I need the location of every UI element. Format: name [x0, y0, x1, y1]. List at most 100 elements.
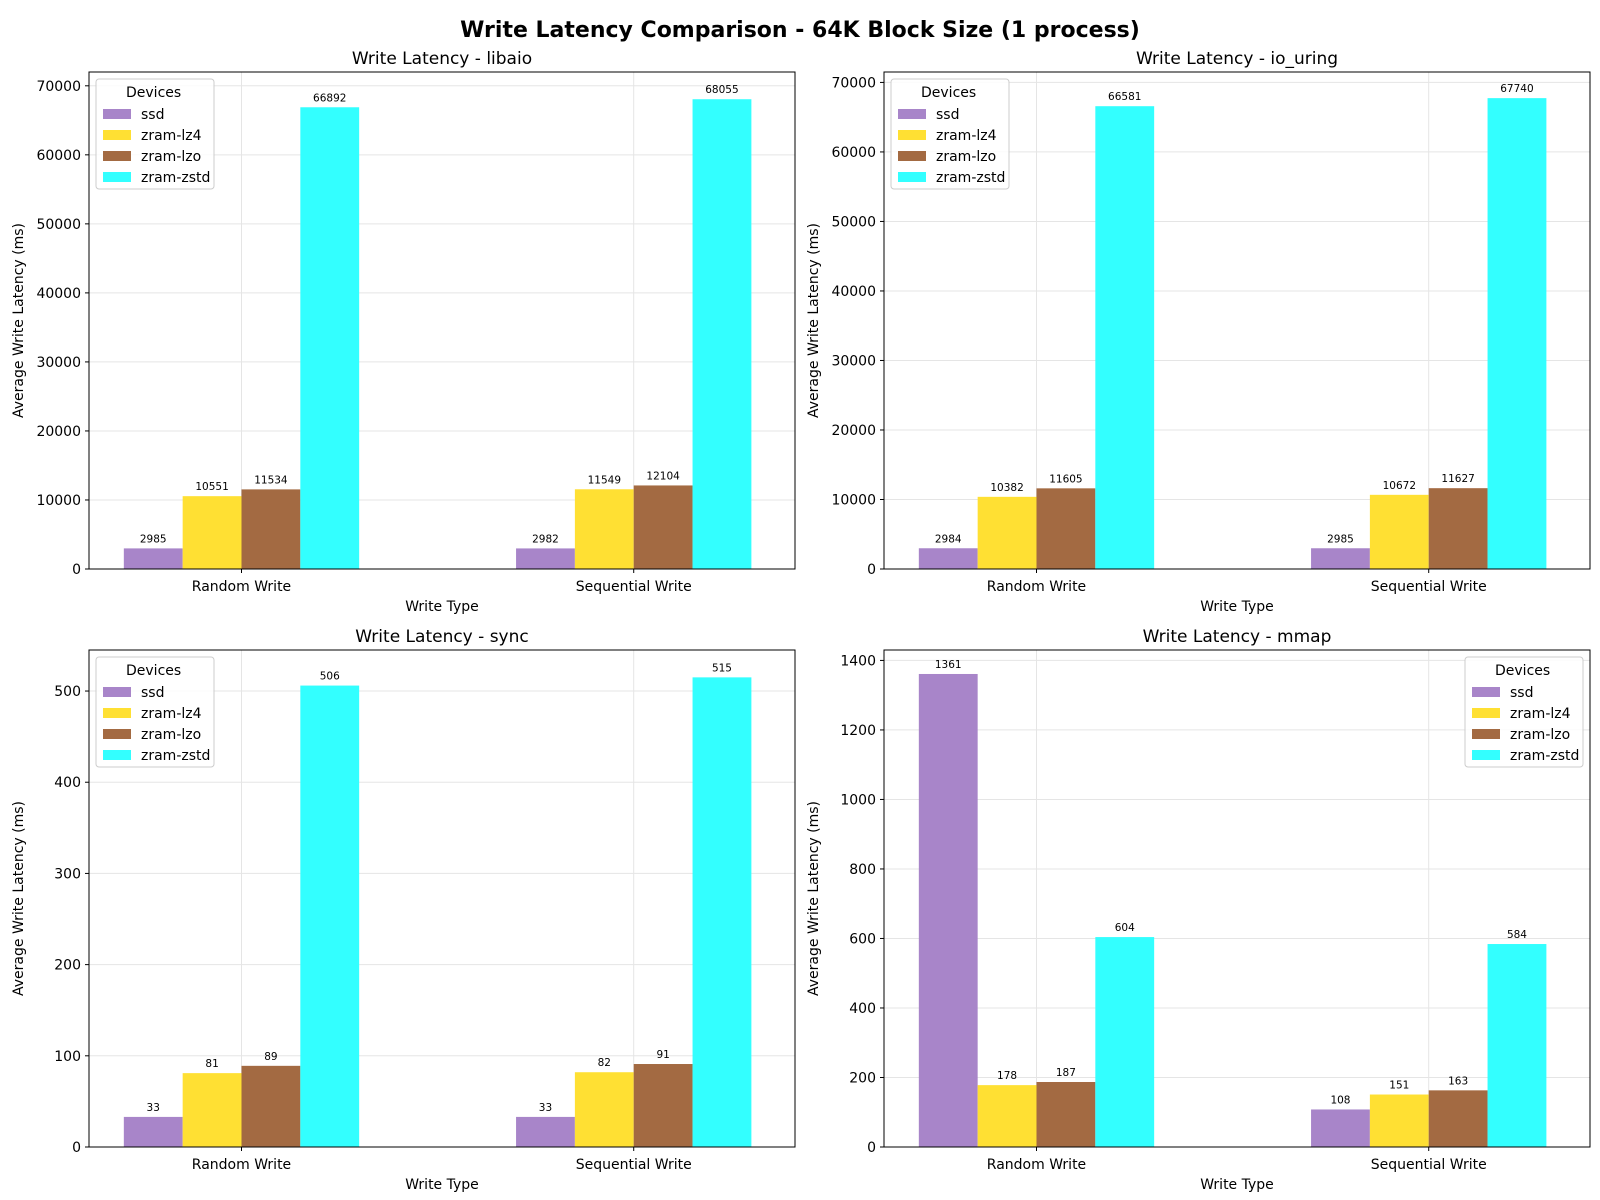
legend-label: zram-lzo: [936, 149, 996, 165]
y-tick-label: 60000: [831, 145, 876, 161]
bar-value-label: 604: [1115, 922, 1135, 934]
legend-swatch-zram-lz4: [1472, 708, 1500, 718]
bar-value-label: 506: [320, 671, 340, 683]
y-tick-label: 50000: [831, 214, 876, 230]
legend-box: [1464, 656, 1584, 768]
bar-zram-lzo-0: [1036, 488, 1096, 569]
y-tick-label: 400: [54, 775, 81, 791]
bar-value-label: 33: [147, 1102, 160, 1114]
bar-zram-lz4-0: [182, 496, 242, 569]
legend: Devices ssd zram-lz4 zram-lzo zram-zstd: [890, 78, 1010, 190]
bar-value-label: 33: [539, 1102, 552, 1114]
bar-zram-lzo-0: [241, 489, 301, 569]
x-tick-label: Random Write: [192, 1157, 291, 1173]
bar-zram-lzo-0: [241, 1065, 301, 1147]
legend-label: zram-lzo: [141, 727, 201, 743]
x-axis-label: Write Type: [1200, 1177, 1274, 1193]
y-tick-label: 500: [54, 684, 81, 700]
y-tick-label: 30000: [831, 353, 876, 369]
legend-label: zram-lzo: [141, 149, 201, 165]
legend-swatch-ssd: [1472, 687, 1500, 697]
bar-value-label: 515: [712, 662, 732, 674]
legend-label: zram-lz4: [1510, 706, 1571, 722]
legend-title: Devices: [126, 663, 181, 679]
legend-title: Devices: [1495, 663, 1550, 679]
bar-value-label: 178: [997, 1070, 1017, 1082]
y-axis-label: Average Write Latency (ms): [806, 223, 822, 418]
bar-ssd-1: [516, 548, 575, 569]
bar-zram-zstd-1: [692, 99, 752, 570]
legend-swatch-zram-zstd: [103, 172, 131, 182]
legend-label: zram-lz4: [141, 706, 202, 722]
legend-swatch-zram-zstd: [103, 750, 131, 760]
y-tick-label: 70000: [831, 75, 876, 91]
legend-box: [95, 78, 215, 190]
bar-ssd-0: [123, 1116, 183, 1147]
x-tick-label: Sequential Write: [1371, 579, 1487, 595]
bar-ssd-1: [516, 1116, 575, 1147]
legend-swatch-zram-lzo: [103, 151, 131, 161]
bar-value-label: 10551: [195, 481, 228, 493]
bar-zram-zstd-0: [1095, 106, 1155, 570]
legend-swatch-zram-lz4: [103, 708, 131, 718]
legend-swatch-zram-lz4: [103, 130, 131, 140]
legend: Devices ssd zram-lz4 zram-lzo zram-zstd: [1464, 656, 1584, 768]
figure-suptitle: Write Latency Comparison - 64K Block Siz…: [460, 18, 1140, 43]
legend-swatch-ssd: [103, 687, 131, 697]
y-tick-label: 200: [54, 958, 81, 974]
bar-ssd-0: [123, 548, 183, 569]
y-tick-label: 1200: [840, 723, 876, 739]
chart-panel-1: 2984 2985 10382 10672 11605 11627 66581 67740 0 1…: [806, 49, 1591, 615]
bar-value-label: 66892: [313, 92, 346, 104]
legend-label: zram-lz4: [936, 128, 997, 144]
bar-zram-lzo-1: [1428, 1090, 1488, 1147]
axes-frame: [883, 649, 1591, 1148]
bar-value-label: 1361: [935, 659, 962, 671]
legend-label: zram-zstd: [936, 170, 1005, 186]
bar-value-label: 2982: [532, 533, 559, 545]
x-axis-label: Write Type: [405, 1177, 479, 1193]
x-tick-label: Random Write: [987, 579, 1086, 595]
bar-value-label: 68055: [705, 84, 738, 96]
bar-ssd-0: [918, 673, 978, 1147]
y-tick-label: 300: [54, 866, 81, 882]
y-tick-label: 40000: [831, 284, 876, 300]
y-tick-label: 20000: [36, 424, 81, 440]
legend-label: ssd: [141, 107, 164, 123]
x-tick-label: Sequential Write: [1371, 1157, 1487, 1173]
bar-value-label: 10382: [990, 482, 1023, 494]
bar-value-label: 89: [264, 1051, 277, 1063]
bar-value-label: 11534: [254, 474, 288, 486]
bar-value-label: 11605: [1049, 473, 1082, 485]
bar-zram-zstd-1: [692, 677, 752, 1147]
bar-ssd-1: [1311, 548, 1370, 569]
legend-swatch-zram-zstd: [898, 172, 926, 182]
bar-ssd-1: [1311, 1109, 1370, 1147]
x-tick-label: Random Write: [987, 1157, 1086, 1173]
bar-value-label: 163: [1448, 1075, 1468, 1087]
bar-value-label: 108: [1330, 1094, 1350, 1106]
y-tick-label: 10000: [831, 492, 876, 508]
subplot-title: Write Latency - sync: [355, 627, 528, 647]
bar-zram-zstd-0: [300, 107, 360, 569]
y-axis-label: Average Write Latency (ms): [806, 801, 822, 996]
y-tick-label: 100: [54, 1049, 81, 1065]
legend-box: [95, 656, 215, 768]
x-tick-label: Sequential Write: [576, 579, 692, 595]
bar-zram-lz4-0: [182, 1073, 242, 1147]
bar-value-label: 2984: [935, 533, 962, 545]
y-tick-label: 200: [849, 1070, 876, 1086]
legend-box: [890, 78, 1010, 190]
legend: Devices ssd zram-lz4 zram-lzo zram-zstd: [95, 78, 215, 190]
y-axis-label: Average Write Latency (ms): [11, 801, 27, 996]
bar-value-label: 66581: [1108, 91, 1141, 103]
bar-value-label: 67740: [1500, 83, 1533, 95]
bar-zram-zstd-1: [1487, 944, 1547, 1147]
bar-zram-lzo-1: [633, 485, 693, 569]
bar-value-label: 11549: [588, 474, 621, 486]
bar-zram-lzo-1: [1428, 488, 1488, 569]
bar-zram-zstd-0: [1095, 937, 1155, 1147]
y-tick-label: 10000: [36, 493, 81, 509]
y-axis-label: Average Write Latency (ms): [11, 223, 27, 418]
